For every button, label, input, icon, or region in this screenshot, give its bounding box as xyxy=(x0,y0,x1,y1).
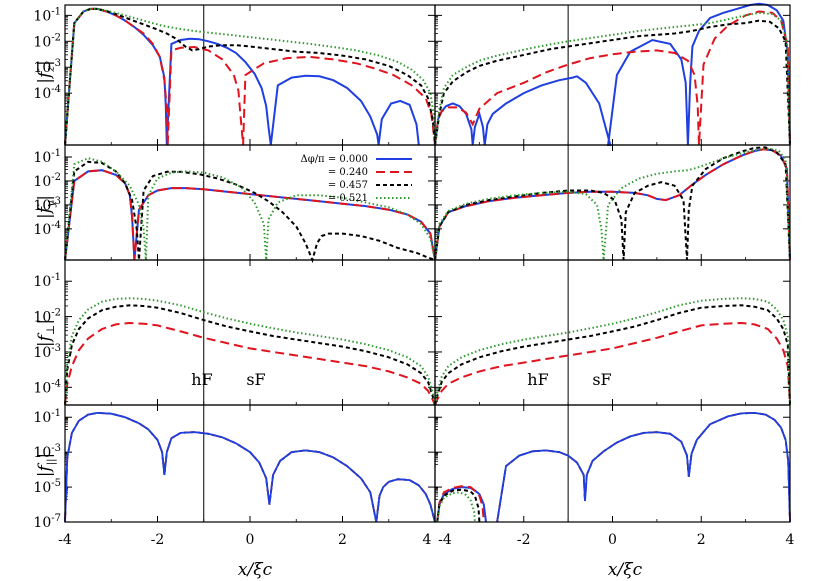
y-tick-label: 10-1 xyxy=(33,408,61,426)
series-line-0.457 xyxy=(64,160,436,264)
y-tick-label: 10-1 xyxy=(33,148,61,166)
series-line-overlap xyxy=(496,411,791,523)
panel-4-left: 10-1 10-3 10-5 10-7-4 -2 0 2 4 xyxy=(33,404,436,548)
x-tick-label: 4 xyxy=(423,532,432,548)
series-line-0.000 xyxy=(434,148,791,261)
y-axis-label-row-1: |fz| xyxy=(35,60,57,84)
panel-1-right xyxy=(434,2,791,146)
series-line-0.240 xyxy=(434,321,791,406)
y-tick-label: 10-4 xyxy=(33,378,61,396)
series-line-0.240 xyxy=(64,7,436,146)
series-line-overlap xyxy=(64,411,436,523)
series-line-overlap xyxy=(496,411,791,523)
y-axis-label-row-4: |f||| xyxy=(35,453,57,478)
x-tick-label: 2 xyxy=(338,532,347,548)
y-tick-label: 10-3 xyxy=(33,443,61,461)
x-tick-label: -2 xyxy=(151,532,165,548)
series-line-0.521 xyxy=(434,297,791,406)
region-label-sf-left: sF xyxy=(246,370,265,389)
panel-frame xyxy=(64,144,436,261)
x-tick-label: 0 xyxy=(246,532,255,548)
panel-frame xyxy=(64,404,436,523)
panel-frame xyxy=(434,259,791,406)
series-line-0.457 xyxy=(64,304,436,406)
y-tick-label: 10-3 xyxy=(33,343,61,361)
y-tick-label: 10-5 xyxy=(33,478,61,496)
series-line-0.521 xyxy=(64,297,436,406)
x-tick-label: 2 xyxy=(697,532,706,548)
legend-label-1: Δφ/π = 0.000 xyxy=(300,154,368,165)
series-line-0.457 xyxy=(64,7,436,146)
series-line-0.240 xyxy=(64,321,436,406)
y-tick-label: 10-2 xyxy=(33,308,61,326)
series-line-0.457 xyxy=(434,304,791,406)
region-label-sf-right: sF xyxy=(592,370,611,389)
y-tick-label: 10-2 xyxy=(33,32,61,50)
panel-3-right xyxy=(434,259,791,406)
series-line-overlap xyxy=(64,411,436,523)
legend-label-2: = 0.240 xyxy=(328,167,368,178)
y-tick-label: 10-4 xyxy=(33,220,61,238)
x-tick-label: -4 xyxy=(58,532,72,548)
y-tick-label: 10-1 xyxy=(33,272,61,290)
region-label-hf-left: hF xyxy=(191,370,212,389)
y-tick-label: 10-4 xyxy=(33,84,61,102)
x-tick-label: 4 xyxy=(786,532,795,548)
panel-frame xyxy=(434,404,791,523)
series-line-0.457 xyxy=(434,19,791,146)
x-tick-label: -4 xyxy=(438,532,452,548)
panel-frame xyxy=(434,144,791,261)
series-line-overlap xyxy=(64,411,436,523)
y-axis-label-row-2: |fy| xyxy=(35,195,57,219)
y-tick-label: 10-3 xyxy=(33,196,61,214)
x-tick-label: 0 xyxy=(608,532,617,548)
x-axis-label-left: x/ξc xyxy=(238,560,273,580)
series-line-0.000 xyxy=(434,2,791,146)
legend-label-3: = 0.457 xyxy=(328,180,368,191)
series-line-0.240 xyxy=(436,485,485,523)
series-line-0.521 xyxy=(434,147,791,261)
series-line-overlap xyxy=(496,411,791,523)
y-tick-label: 10-2 xyxy=(33,172,61,190)
y-tick-label: 10-7 xyxy=(33,513,61,531)
x-tick-label: -2 xyxy=(517,532,531,548)
series-line-0.457 xyxy=(436,488,481,523)
y-tick-label: 10-3 xyxy=(33,58,61,76)
panel-2-left: 10-1 10-2 10-3 10-4 xyxy=(33,144,436,264)
y-tick-label: 10-1 xyxy=(33,6,61,24)
panel-frame xyxy=(64,4,436,146)
series-line-overlap xyxy=(64,411,436,523)
series-line-0.521 xyxy=(434,11,791,146)
series-line-overlap xyxy=(496,411,791,523)
plot-grid: 10-1 10-2 10-3 10-4 10-1 10-2 10-3 10-4 10-1 10-2… xyxy=(33,2,795,548)
region-labels: hF sF hF sF xyxy=(191,370,611,389)
series-line-0.240 xyxy=(434,148,791,261)
legend-label-4: = 0.521 xyxy=(328,193,368,204)
series-line-0.521 xyxy=(436,491,476,523)
series-line-0.521 xyxy=(64,157,436,261)
x-axis-label-right: x/ξc xyxy=(608,560,643,580)
region-label-hf-right: hF xyxy=(527,370,548,389)
series-line-0.457 xyxy=(434,146,791,261)
y-axis-labels: |fz| |fy| |f⊥| |f||| xyxy=(35,60,57,477)
legend: Δφ/π = 0.000 = 0.240 = 0.457 = 0.521 xyxy=(300,154,412,204)
panel-1-left: 10-1 10-2 10-3 10-4 xyxy=(33,4,436,146)
series-line-0.000 xyxy=(64,169,436,261)
panel-3-left: 10-1 10-2 10-3 10-4 xyxy=(33,259,436,406)
panel-4-right: -4 -2 0 2 4 xyxy=(434,404,795,548)
y-axis-label-row-3: |f⊥| xyxy=(35,319,57,347)
panel-2-right xyxy=(434,144,791,261)
series-line-0.521 xyxy=(64,7,436,146)
series-line-0.240 xyxy=(64,169,436,261)
